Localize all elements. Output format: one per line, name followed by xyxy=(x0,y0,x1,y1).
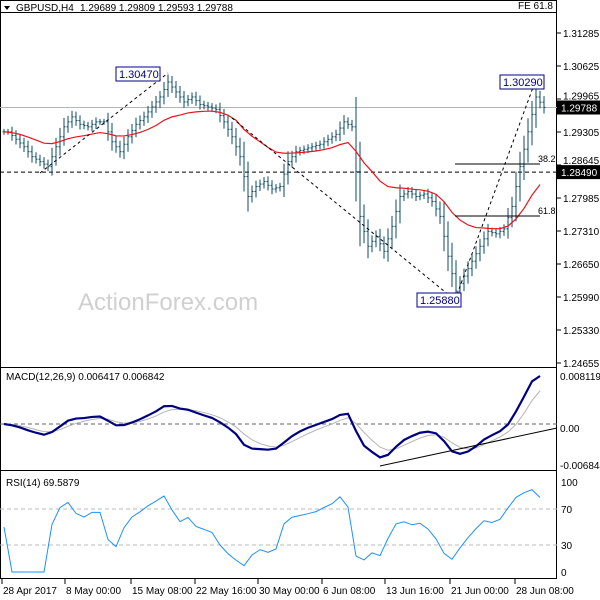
y-tick-label: 1.30625 xyxy=(563,62,600,73)
y-tick-label: 1.28645 xyxy=(563,156,600,167)
fib-swing-line xyxy=(231,117,456,301)
x-tick-label: 21 Jun 00:00 xyxy=(451,586,509,597)
y-tick-label: 1.25990 xyxy=(563,293,600,304)
price-label-low1: 1.25880 xyxy=(420,295,460,307)
macd-title: MACD(12,26,9) 0.006417 0.006842 xyxy=(6,372,165,383)
macd-line xyxy=(3,375,541,459)
rsi-tick-label: 70 xyxy=(561,505,573,516)
macd-tick-label: 0.00 xyxy=(560,424,580,435)
fib-618-label: 61.8 xyxy=(538,206,556,216)
y-tick-label: 1.26650 xyxy=(563,260,600,271)
rsi-title: RSI(14) 69.5879 xyxy=(6,478,80,489)
macd-tick-label: -0.006844 xyxy=(560,461,600,472)
watermark: ActionForex.com xyxy=(78,289,258,316)
rsi-tick-label: 0 xyxy=(561,568,567,579)
x-tick-label: 8 May 00:00 xyxy=(66,586,121,597)
price-label-high2: 1.30290 xyxy=(503,77,543,89)
price-label-box xyxy=(115,66,161,82)
symbol-label: GBPUSD,H4 xyxy=(16,3,74,14)
level-tag xyxy=(557,165,600,180)
price-panel: 38.2 61.8 1.30470 1.30290 1.25880 xyxy=(0,66,557,308)
y-tick-label: 1.27310 xyxy=(563,227,600,238)
rsi-panel: RSI(14) 69.5879 xyxy=(0,478,557,573)
x-tick-label: 30 May 00:00 xyxy=(259,586,320,597)
y-tick-label: 1.27985 xyxy=(563,194,600,205)
x-tick-label: 28 Jun 08:00 xyxy=(516,586,574,597)
x-tick-label: 22 May 16:00 xyxy=(196,586,257,597)
y-tick-label: 1.25330 xyxy=(563,326,600,337)
x-tick-label: 6 Jun 08:00 xyxy=(323,586,376,597)
macd-panel: MACD(12,26,9) 0.006417 0.006842 xyxy=(0,372,558,467)
price-label-box xyxy=(499,74,545,90)
rsi-line xyxy=(3,489,541,573)
y-tick-label: 1.24655 xyxy=(563,359,600,370)
moving-average-line xyxy=(3,110,541,230)
current-price-tag xyxy=(557,100,600,115)
current-price-value: 1.29788 xyxy=(561,104,598,115)
fib-382-label: 38.2 xyxy=(538,154,556,164)
y-tick-label: 1.29965 xyxy=(563,92,600,103)
x-tick-label: 15 May 08:00 xyxy=(132,586,193,597)
y-tick-label: 1.29305 xyxy=(563,128,600,139)
x-tick-label: 13 Jun 16:00 xyxy=(386,586,444,597)
level-value: 1.28490 xyxy=(561,168,598,179)
ohlc-label: 1.29689 1.29809 1.29593 1.29788 xyxy=(80,3,233,14)
chart-frame xyxy=(0,0,557,579)
macd-tick-label: 0.008119 xyxy=(560,372,600,383)
x-tick-label: 28 Apr 2017 xyxy=(3,586,57,597)
macd-signal-line xyxy=(3,390,541,451)
fib-swing-line xyxy=(454,81,536,301)
price-label-box xyxy=(416,292,462,308)
rsi-tick-label: 30 xyxy=(561,541,573,552)
rsi-tick-label: 100 xyxy=(561,478,578,489)
axes: 1.31285 1.30625 1.29965 1.29305 1.28645 1.279… xyxy=(1,29,600,597)
y-tick-label: 1.31285 xyxy=(563,29,600,40)
fe-label: FE 61.8 xyxy=(518,1,553,12)
collapse-triangle-icon[interactable] xyxy=(4,6,10,10)
price-label-high1: 1.30470 xyxy=(119,69,159,81)
macd-trendline xyxy=(379,427,558,467)
